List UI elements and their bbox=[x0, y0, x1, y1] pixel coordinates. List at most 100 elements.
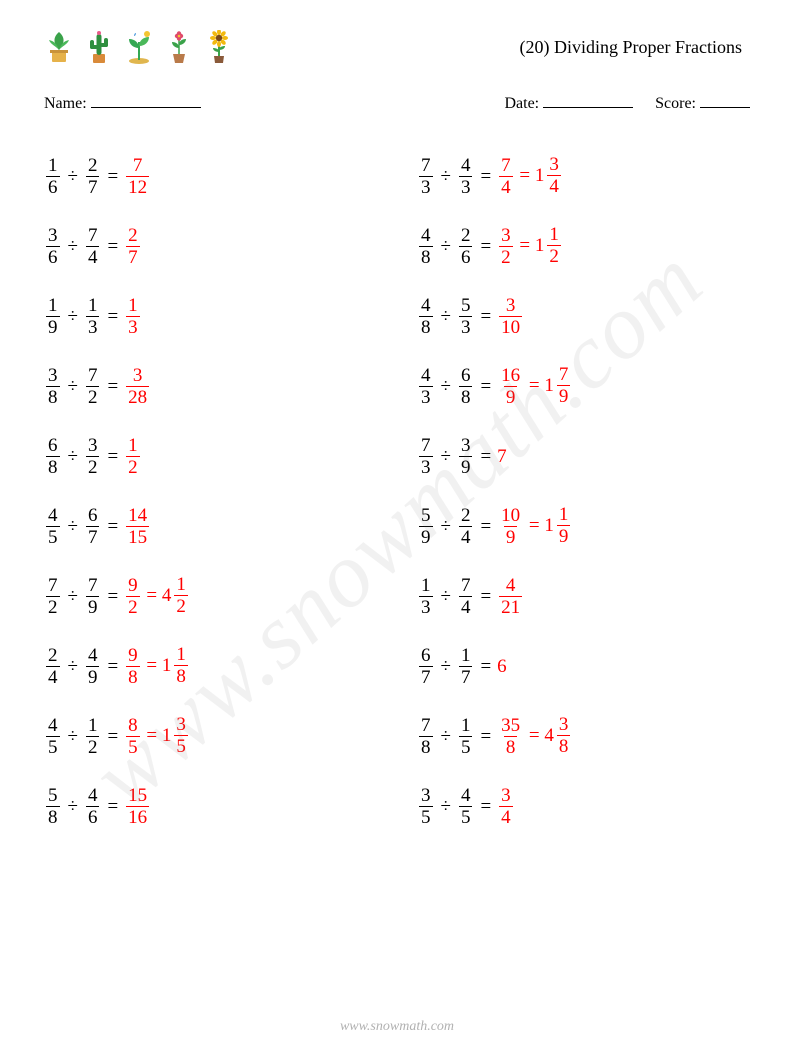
answer: 1516 bbox=[124, 786, 151, 827]
equals-sign: = bbox=[480, 307, 491, 326]
equals-sign: = bbox=[107, 657, 118, 676]
equals-sign: = bbox=[107, 237, 118, 256]
fraction: 74 bbox=[499, 156, 513, 197]
equals-sign: = bbox=[515, 235, 535, 256]
header-icons bbox=[44, 30, 234, 64]
problem-row: 19÷13=13 bbox=[44, 281, 377, 351]
problems-grid: 16÷27=71236÷74=2719÷13=1338÷72=32868÷32=… bbox=[44, 141, 750, 841]
fraction: 19 bbox=[46, 296, 60, 337]
equals-sign: = bbox=[480, 517, 491, 536]
division-sign: ÷ bbox=[441, 447, 451, 466]
fraction: 12 bbox=[126, 436, 140, 477]
fraction: 38 bbox=[46, 366, 60, 407]
problem-row: 36÷74=27 bbox=[44, 211, 377, 281]
fraction: 1516 bbox=[126, 786, 149, 827]
equals-sign: = bbox=[480, 167, 491, 186]
problem-row: 24÷49=98 = 118 bbox=[44, 631, 377, 701]
answer-integer: 7 bbox=[497, 446, 507, 467]
equals-sign: = bbox=[524, 375, 544, 396]
answer: 27 bbox=[124, 226, 142, 267]
worksheet-page: www.snowmath.com bbox=[0, 0, 794, 1053]
division-sign: ÷ bbox=[441, 797, 451, 816]
fraction: 43 bbox=[419, 366, 433, 407]
problem-row: 48÷53=310 bbox=[417, 281, 750, 351]
problem-row: 38÷72=328 bbox=[44, 351, 377, 421]
equals-sign: = bbox=[480, 587, 491, 606]
mixed-whole: 4 bbox=[162, 586, 172, 605]
fraction: 36 bbox=[46, 226, 60, 267]
fraction: 32 bbox=[499, 226, 513, 267]
answer: 328 bbox=[124, 366, 151, 407]
mixed-whole: 4 bbox=[544, 726, 554, 745]
equals-sign: = bbox=[107, 307, 118, 326]
fraction: 45 bbox=[46, 716, 60, 757]
problems-column-right: 73÷43=74 = 13448÷26=32 = 11248÷53=31043÷… bbox=[417, 141, 750, 841]
fraction: 35 bbox=[419, 786, 433, 827]
fraction: 18 bbox=[174, 645, 188, 686]
score-field: Score: bbox=[655, 92, 750, 113]
equals-sign: = bbox=[107, 517, 118, 536]
answer: 85 = 135 bbox=[124, 715, 190, 757]
fraction: 68 bbox=[459, 366, 473, 407]
fraction: 53 bbox=[459, 296, 473, 337]
fraction: 45 bbox=[459, 786, 473, 827]
fraction: 73 bbox=[419, 436, 433, 477]
fraction: 421 bbox=[499, 576, 522, 617]
date-label: Date: bbox=[504, 95, 539, 112]
problem-row: 35÷45=34 bbox=[417, 771, 750, 841]
fraction: 169 bbox=[499, 366, 522, 407]
division-sign: ÷ bbox=[441, 587, 451, 606]
fraction: 49 bbox=[86, 646, 100, 687]
problem-row: 45÷67=1415 bbox=[44, 491, 377, 561]
potted-leaves-icon bbox=[44, 30, 74, 64]
fraction: 48 bbox=[419, 296, 433, 337]
mixed-whole: 1 bbox=[162, 656, 172, 675]
fraction: 13 bbox=[86, 296, 100, 337]
equals-sign: = bbox=[107, 727, 118, 746]
fraction: 26 bbox=[459, 226, 473, 267]
equals-sign: = bbox=[524, 725, 544, 746]
fraction: 78 bbox=[419, 716, 433, 757]
division-sign: ÷ bbox=[68, 517, 78, 536]
division-sign: ÷ bbox=[441, 657, 451, 676]
division-sign: ÷ bbox=[68, 797, 78, 816]
equals-sign: = bbox=[107, 447, 118, 466]
problems-column-left: 16÷27=71236÷74=2719÷13=1338÷72=32868÷32=… bbox=[44, 141, 377, 841]
fraction: 32 bbox=[86, 436, 100, 477]
header: (20) Dividing Proper Fractions bbox=[44, 30, 750, 64]
answer: 34 bbox=[497, 786, 515, 827]
division-sign: ÷ bbox=[441, 727, 451, 746]
fraction: 712 bbox=[126, 156, 149, 197]
meta-row: Name: Date: Score: bbox=[44, 92, 750, 113]
fraction: 358 bbox=[499, 716, 522, 757]
division-sign: ÷ bbox=[68, 727, 78, 746]
answer: 13 bbox=[124, 296, 142, 337]
answer: 32 = 112 bbox=[497, 225, 563, 267]
mixed-number: 112 bbox=[535, 225, 563, 266]
division-sign: ÷ bbox=[68, 377, 78, 396]
sprout-icon bbox=[124, 30, 154, 64]
division-sign: ÷ bbox=[441, 377, 451, 396]
problem-row: 13÷74=421 bbox=[417, 561, 750, 631]
equals-sign: = bbox=[480, 377, 491, 396]
division-sign: ÷ bbox=[68, 587, 78, 606]
problem-row: 67÷17=6 bbox=[417, 631, 750, 701]
mixed-number: 135 bbox=[162, 715, 190, 756]
equals-sign: = bbox=[480, 657, 491, 676]
fraction: 79 bbox=[557, 365, 571, 406]
division-sign: ÷ bbox=[68, 167, 78, 186]
fraction: 85 bbox=[126, 716, 140, 757]
answer: 98 = 118 bbox=[124, 645, 190, 687]
fraction: 24 bbox=[459, 506, 473, 547]
fraction: 15 bbox=[459, 716, 473, 757]
problem-row: 72÷79=92 = 412 bbox=[44, 561, 377, 631]
problem-row: 73÷43=74 = 134 bbox=[417, 141, 750, 211]
fraction: 34 bbox=[499, 786, 513, 827]
cactus-icon bbox=[84, 30, 114, 64]
fraction: 38 bbox=[557, 715, 571, 756]
fraction: 109 bbox=[499, 506, 522, 547]
division-sign: ÷ bbox=[68, 237, 78, 256]
fraction: 310 bbox=[499, 296, 522, 337]
fraction: 48 bbox=[419, 226, 433, 267]
fraction: 13 bbox=[126, 296, 140, 337]
